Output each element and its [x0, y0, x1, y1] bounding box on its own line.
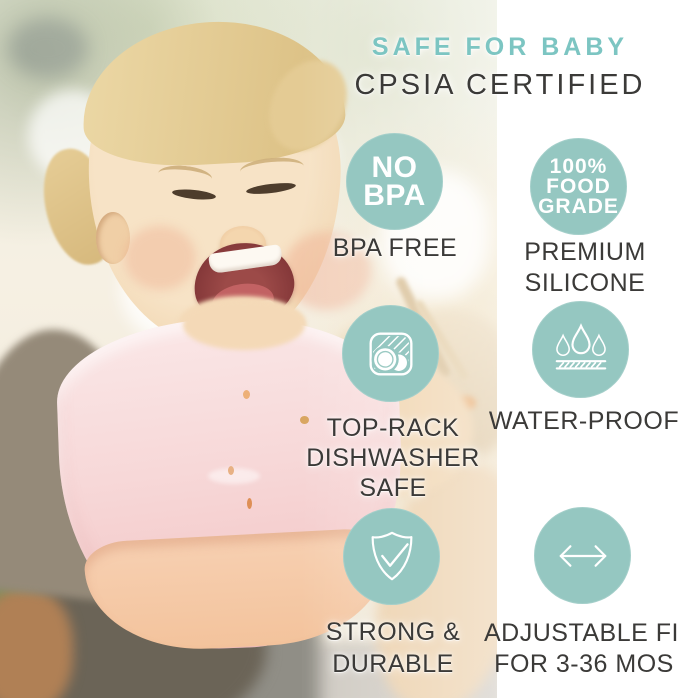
label-line: PREMIUM	[524, 238, 646, 266]
photo-bokeh-blob	[8, 18, 88, 78]
label-line: TOP-RACK	[326, 414, 460, 442]
label-line: WATER-PROOF	[488, 407, 679, 435]
photo-bib-crumb	[300, 416, 309, 424]
bpa-free-label: BPA FREE	[299, 234, 491, 263]
photo-bib-crumb	[243, 390, 250, 399]
label-line: FOR 3-36 MOS	[494, 650, 674, 678]
premium-silicone-label: PREMIUM SILICONE	[489, 237, 679, 299]
label-line: SILICONE	[524, 269, 646, 297]
water-proof-badge	[532, 301, 629, 398]
shield-check-icon	[371, 531, 412, 580]
adjustable-fit-label: ADJUSTABLE FIT FOR 3-36 MOS	[484, 618, 679, 680]
label-line: SAFE	[359, 474, 427, 502]
strong-durable-label: STRONG & DURABLE	[297, 616, 489, 680]
food-grade-badge: 100% FOOD GRADE	[530, 138, 627, 235]
badge-line: GRADE	[538, 194, 619, 218]
dishwasher-safe-label: TOP-RACK DISHWASHER SAFE	[297, 413, 489, 503]
label-line: ADJUSTABLE FIT	[484, 619, 679, 647]
page-title: SAFE FOR BABY	[371, 33, 629, 61]
strong-durable-badge	[343, 508, 440, 605]
photo-bib-droplets	[208, 468, 260, 484]
label-line: BPA FREE	[332, 234, 458, 262]
dishwasher-safe-badge	[342, 305, 439, 402]
double-headed-arrow-icon	[559, 544, 606, 567]
badge-line: NO	[371, 150, 418, 184]
label-line: STRONG &	[325, 618, 461, 646]
water-drops-icon	[555, 322, 606, 369]
adjustable-fit-badge	[534, 507, 631, 604]
badge-line: FOOD	[546, 174, 611, 198]
photo-bib-crumb	[228, 466, 234, 475]
label-line: DURABLE	[332, 650, 454, 678]
water-proof-label: WATER-PROOF	[484, 407, 679, 436]
badge-line: BPA	[363, 178, 426, 212]
label-line: DISHWASHER	[306, 444, 480, 472]
photo-baby-cheek	[124, 226, 196, 290]
dishwasher-plates-icon	[368, 331, 413, 376]
page-subtitle: CPSIA CERTIFIED	[354, 69, 646, 101]
no-bpa-badge: NO BPA	[346, 133, 443, 230]
badge-line: 100%	[549, 154, 608, 178]
photo-baby-ear	[96, 212, 130, 264]
photo-arm	[0, 588, 73, 698]
photo-baby-cheek	[283, 232, 371, 310]
photo-bib-neckline	[183, 300, 305, 350]
photo-bib-crumb	[247, 498, 252, 509]
